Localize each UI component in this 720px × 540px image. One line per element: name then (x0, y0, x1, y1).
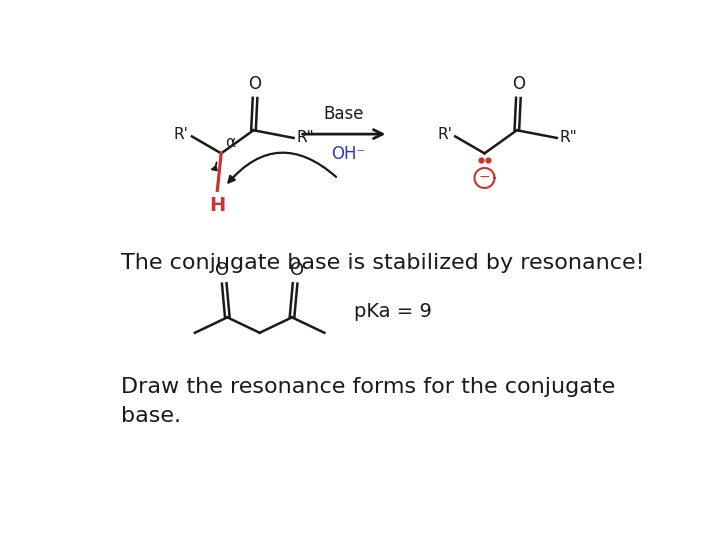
FancyArrowPatch shape (228, 153, 336, 183)
Text: OH⁻: OH⁻ (330, 145, 365, 163)
Text: O: O (512, 75, 525, 93)
Text: H: H (210, 197, 225, 215)
Text: −: − (479, 170, 490, 184)
Text: R': R' (174, 127, 189, 143)
Text: Draw the resonance forms for the conjugate
base.: Draw the resonance forms for the conjuga… (121, 377, 616, 426)
Text: pKa = 9: pKa = 9 (354, 302, 431, 321)
Text: O: O (248, 75, 261, 93)
Text: α: α (225, 136, 235, 150)
Text: The conjugate base is stabilized by resonance!: The conjugate base is stabilized by reso… (121, 253, 644, 273)
Text: Base: Base (324, 105, 364, 123)
Text: R": R" (560, 131, 577, 145)
Text: R': R' (437, 127, 452, 143)
Text: R": R" (297, 131, 315, 145)
FancyArrowPatch shape (212, 163, 217, 171)
Text: O: O (290, 261, 305, 279)
Text: O: O (215, 261, 229, 279)
